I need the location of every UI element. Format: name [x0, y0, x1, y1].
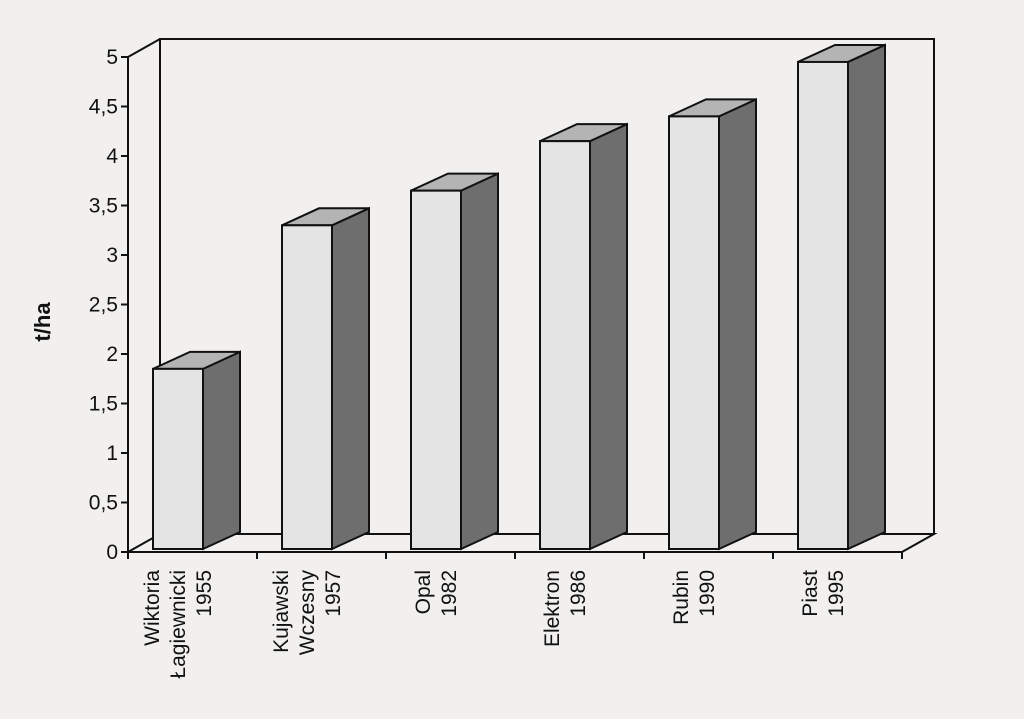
- x-tick-label: Wiktoria Łagiewnicki 1955: [141, 570, 216, 679]
- left-wall-edge: [127, 38, 161, 58]
- y-tick-label: 4: [106, 145, 118, 168]
- y-tick-label: 0: [106, 541, 118, 564]
- x-tick-label-line: Kujawski: [270, 570, 293, 653]
- y-tick-label: 5: [106, 46, 118, 69]
- bar-front: [797, 60, 849, 550]
- y-tick-label: 2: [106, 343, 118, 366]
- bars: [152, 43, 886, 551]
- bar: [152, 350, 241, 551]
- x-tick-label-line: 1957: [322, 570, 345, 617]
- y-tick-label: 1: [106, 442, 118, 465]
- bar-side: [847, 43, 886, 551]
- x-tick-label-line: 1986: [567, 570, 590, 617]
- x-tick-label-line: 1990: [696, 570, 719, 617]
- x-tick-label-line: Łagiewnicki: [167, 570, 190, 679]
- x-axis-labels: Wiktoria Łagiewnicki 1955 Kujawski Wczesny 19…: [127, 552, 903, 679]
- y-tick-label: 4,5: [89, 96, 118, 119]
- x-tick-label: Rubin 1990: [670, 570, 719, 625]
- bar-front: [539, 140, 591, 550]
- bar-front: [152, 367, 204, 550]
- back-wall: [159, 38, 935, 534]
- x-tick-label: Piast 1995: [799, 570, 848, 617]
- bar-side: [460, 172, 499, 551]
- bar-side: [202, 350, 241, 551]
- y-tick-label: 0,5: [89, 492, 118, 515]
- bar-front: [668, 115, 720, 551]
- y-tick-label: 1,5: [89, 393, 118, 416]
- bar-side: [589, 122, 628, 551]
- bar-front: [281, 224, 333, 551]
- x-tick-label-line: Elektron: [541, 570, 564, 647]
- x-tick-label-line: Wczesny: [296, 570, 319, 656]
- x-tick-label: Opal 1982: [412, 570, 461, 617]
- bar: [668, 97, 757, 551]
- y-tick-label: 3: [106, 244, 118, 267]
- bar: [539, 122, 628, 551]
- bar-side: [718, 97, 757, 551]
- bar: [281, 206, 370, 551]
- y-axis-label: t/ha: [30, 302, 55, 342]
- x-tick-label-line: Wiktoria: [141, 570, 164, 646]
- x-tick-label: Kujawski Wczesny 1957: [270, 570, 345, 656]
- x-tick-label-line: Piast: [799, 570, 822, 617]
- y-axis: 0 0,5 1 1,5 2 2,5 3 3,5 4 4,5 5: [89, 46, 129, 564]
- x-tick-label-line: Opal: [412, 570, 435, 614]
- x-tick-label: Elektron 1986: [541, 570, 590, 647]
- y-tick-label: 3,5: [89, 195, 118, 218]
- bar: [410, 172, 499, 551]
- y-tick-label: 2,5: [89, 294, 118, 317]
- x-tick-label-line: 1955: [193, 570, 216, 617]
- bar-side: [331, 206, 370, 551]
- x-tick-label-line: Rubin: [670, 570, 693, 625]
- x-tick-label-line: 1995: [825, 570, 848, 617]
- x-tick-label-line: 1982: [438, 570, 461, 617]
- bar-front: [410, 189, 462, 550]
- bar: [797, 43, 886, 551]
